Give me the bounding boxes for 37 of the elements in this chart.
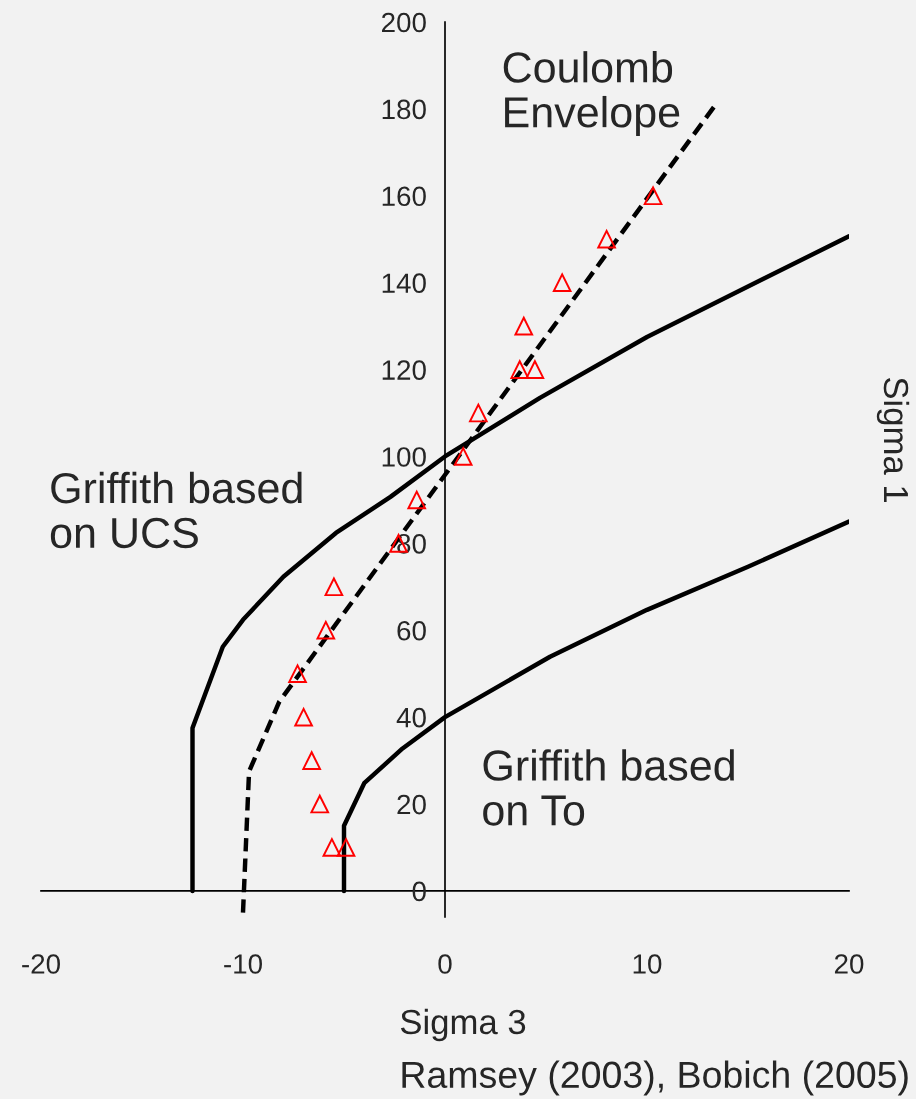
- series-label: Coulomb Envelope: [503, 51, 680, 137]
- y-tick-label: 100: [382, 447, 426, 467]
- y-tick-label: 20: [397, 794, 426, 815]
- y-tick-label: 60: [397, 620, 426, 641]
- y-tick-label: 120: [382, 360, 426, 380]
- y-tick-label: 200: [382, 12, 426, 33]
- series-label: Griffith based on UCS: [50, 471, 302, 549]
- point: [469, 403, 488, 423]
- point: [316, 620, 336, 640]
- point: [336, 838, 356, 857]
- point: [510, 360, 530, 379]
- x-tick-label: 0: [438, 954, 452, 974]
- y-tick-label: 180: [382, 99, 426, 120]
- point: [322, 838, 342, 857]
- text: Ramsey (2003), Bobich (2005): [402, 1060, 908, 1096]
- series-label: Griffith based on To: [483, 749, 734, 826]
- point: [294, 707, 313, 727]
- point: [324, 577, 344, 597]
- point: [643, 186, 663, 206]
- y-axis-title: Sigma 1: [876, 377, 910, 502]
- point: [552, 273, 572, 292]
- point: [514, 316, 534, 336]
- point: [288, 664, 307, 683]
- y-tick-label: 160: [382, 186, 426, 207]
- x-tick-label: 20: [834, 954, 864, 974]
- point: [597, 229, 616, 249]
- x-tick-label: -20: [22, 954, 60, 974]
- point: [302, 751, 321, 770]
- point: [525, 360, 545, 379]
- x-tick-label: -10: [224, 954, 262, 974]
- x-tick-label: 10: [633, 954, 662, 974]
- point: [453, 447, 473, 466]
- point: [310, 794, 330, 814]
- y-tick-label: 40: [396, 707, 426, 728]
- y-tick-label: 140: [382, 273, 426, 294]
- x-axis-title: Sigma 3: [400, 1008, 526, 1042]
- point: [407, 490, 427, 510]
